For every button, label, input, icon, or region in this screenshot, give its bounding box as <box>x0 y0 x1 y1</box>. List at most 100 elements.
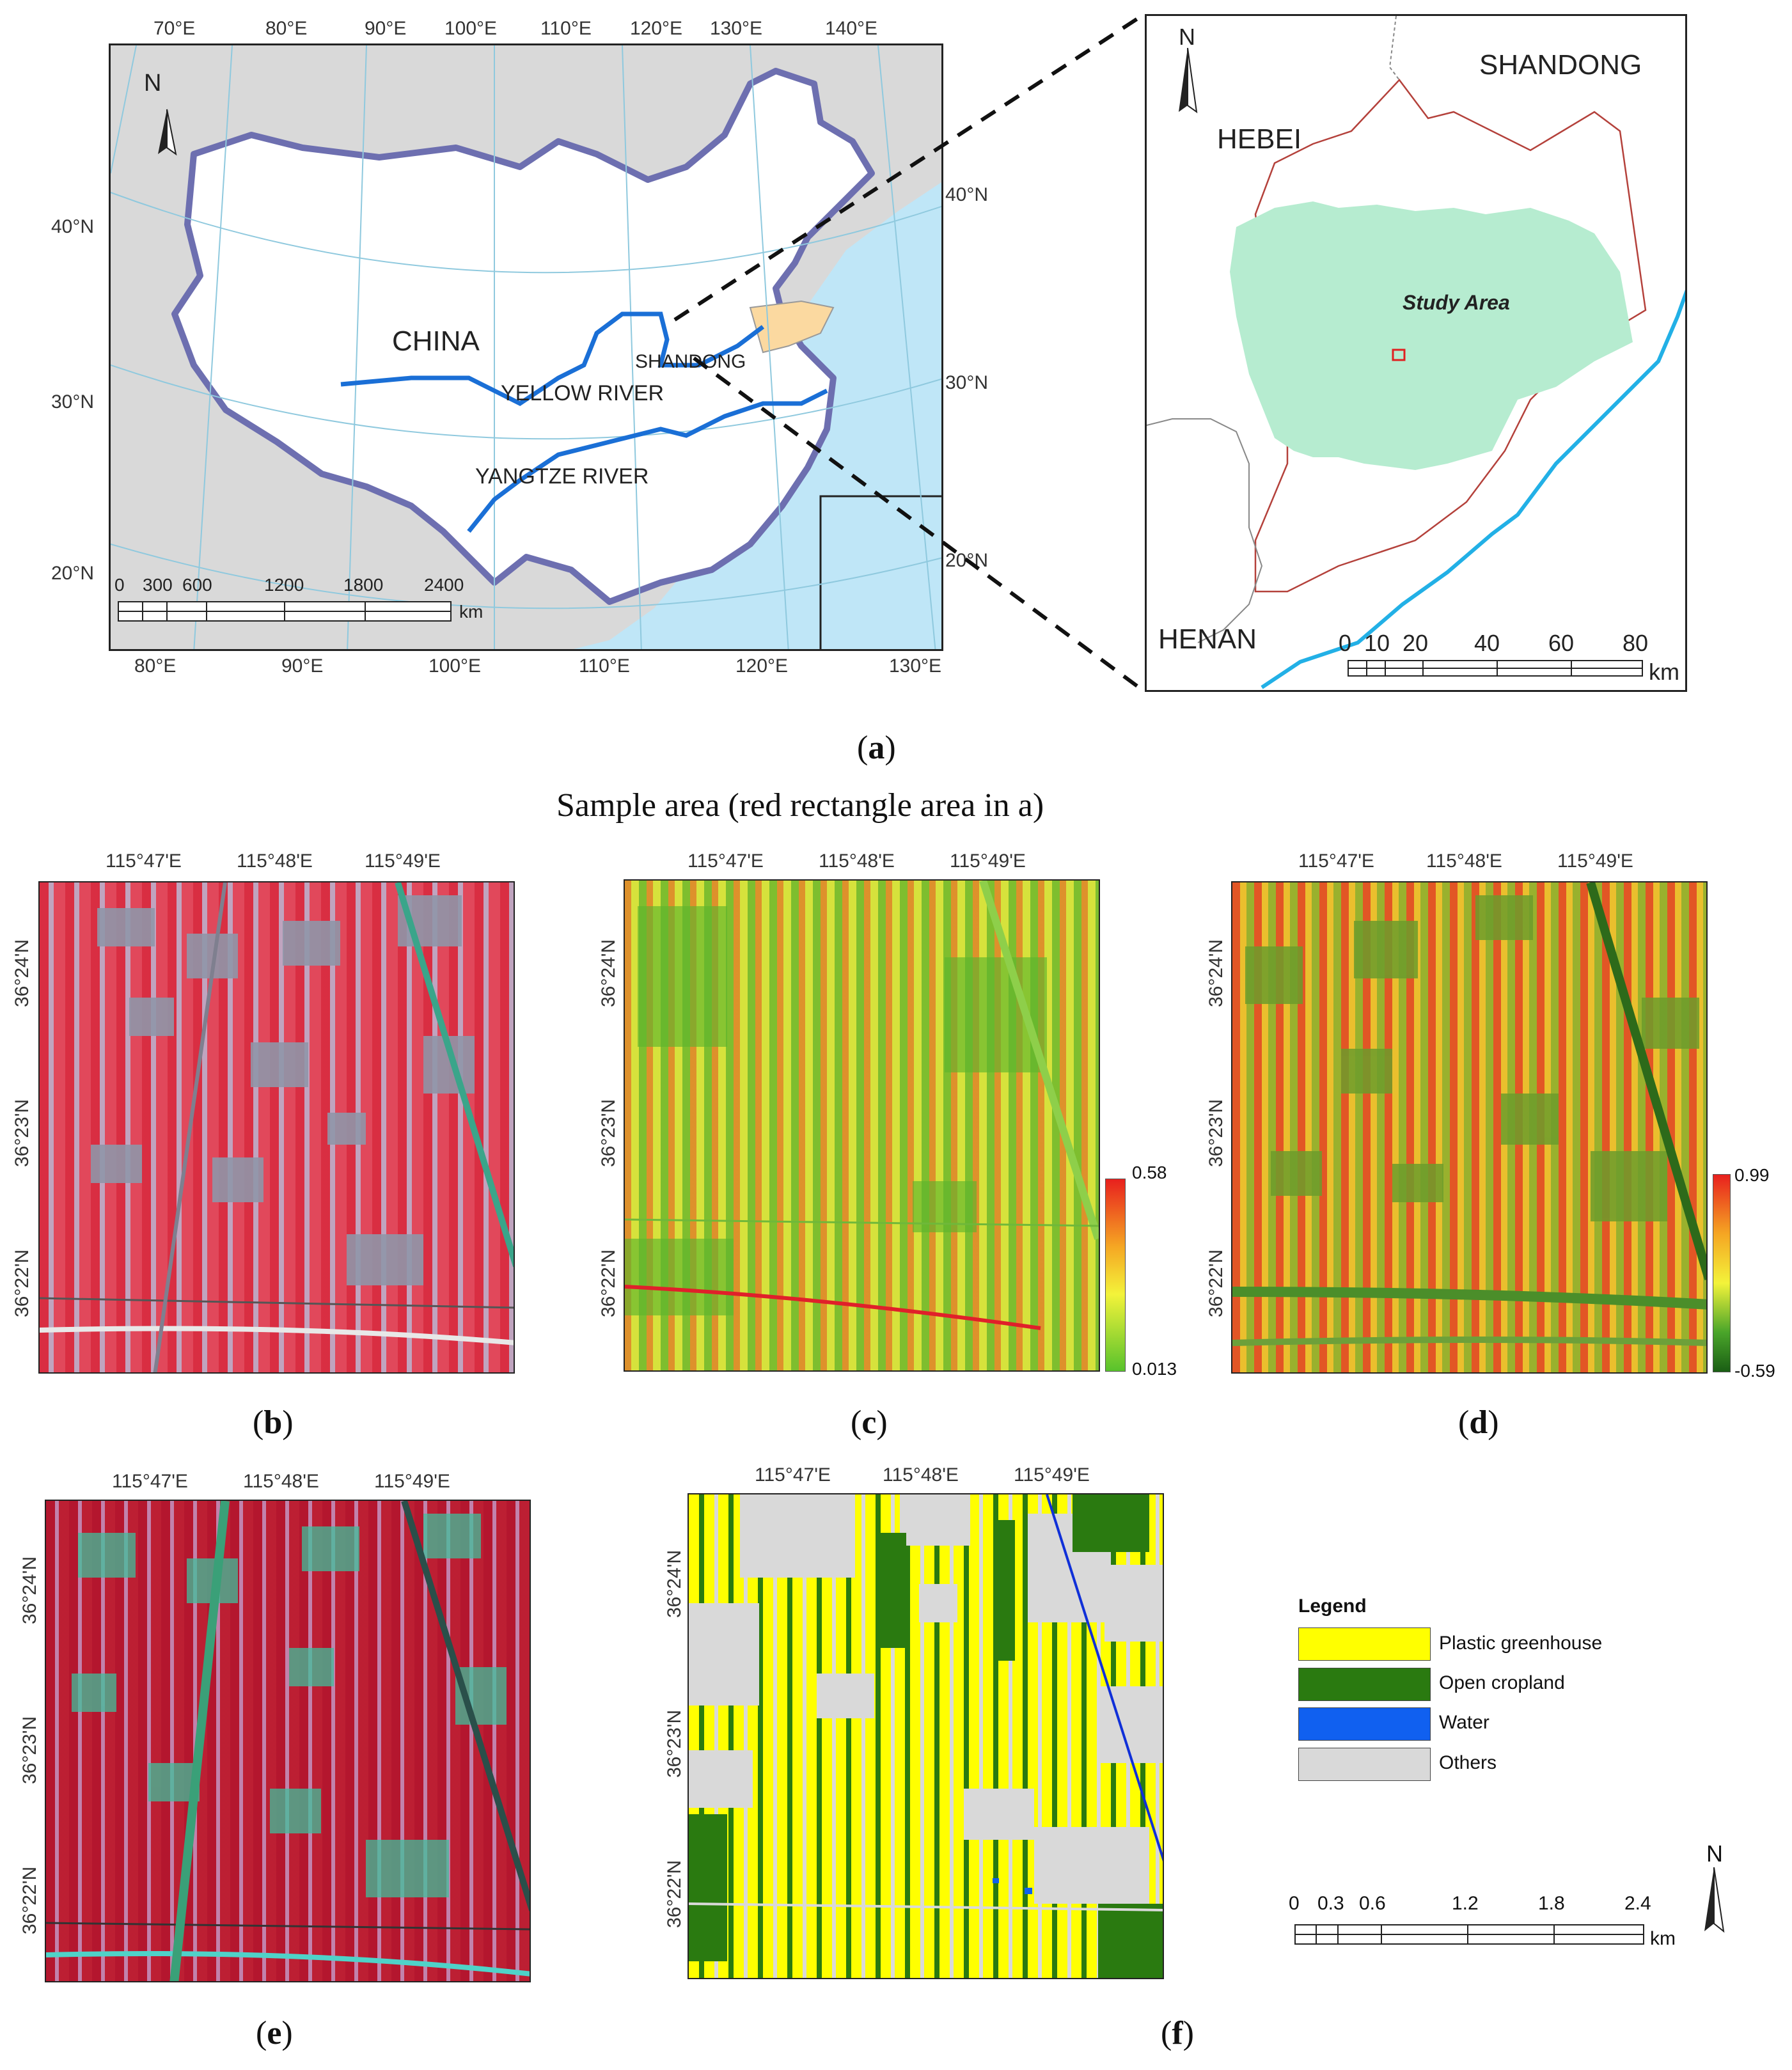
lon-tick-b: 115°47'E <box>106 851 182 872</box>
sample-north-label: N <box>1706 1840 1723 1867</box>
lon-tick-top: 120°E <box>630 18 683 39</box>
china-scale-tick: 0 <box>114 575 125 595</box>
lat-tick-d: 36°24'N <box>1206 939 1227 1007</box>
lon-tick-top: 130°E <box>710 18 763 39</box>
lon-tick-top: 80°E <box>265 18 308 39</box>
connector-lines <box>673 14 1143 691</box>
china-map-frame: N CHINA SHANDONG YELLOW RIVER YANGTZE RI… <box>109 43 943 651</box>
lon-tick-f: 115°49'E <box>1014 1464 1090 1486</box>
colorbar-d-min: -0.59 <box>1734 1361 1775 1381</box>
yellow-river-label: YELLOW RIVER <box>501 381 664 405</box>
lon-tick-b: 115°49'E <box>365 851 441 872</box>
sample-scale-tick: 1.2 <box>1452 1893 1479 1914</box>
lat-tick-c: 36°22'N <box>598 1249 619 1317</box>
lat-tick-left: 30°N <box>51 391 95 412</box>
lat-tick-b: 36°24'N <box>12 939 33 1007</box>
lat-tick-f: 36°23'N <box>664 1709 685 1778</box>
caption-a: (a) <box>857 730 896 766</box>
legend-title: Legend <box>1298 1596 1367 1617</box>
caption-f: (f) <box>1161 2015 1194 2051</box>
sample-scale-tick: 0.6 <box>1359 1893 1386 1914</box>
legend-label: Others <box>1439 1752 1497 1773</box>
lon-tick-top: 100°E <box>444 18 498 39</box>
legend-swatch-plastic-greenhouse <box>1298 1627 1431 1661</box>
caption-e: (e) <box>256 2015 293 2051</box>
lon-tick-e: 115°48'E <box>243 1471 319 1492</box>
colorbar-d <box>1713 1174 1731 1372</box>
china-scale-tick: 1800 <box>343 575 384 595</box>
lon-tick-bottom: 130°E <box>889 655 942 677</box>
lat-tick-c: 36°23'N <box>598 1099 619 1167</box>
lat-tick-d: 36°23'N <box>1206 1099 1227 1167</box>
inset-scale-tick: 10 <box>1364 630 1390 656</box>
caption-d: (d) <box>1458 1404 1499 1441</box>
lon-tick-bottom: 100°E <box>428 655 482 677</box>
lon-tick-f: 115°47'E <box>755 1464 831 1486</box>
lat-tick-left: 20°N <box>51 563 95 584</box>
china-scale-unit: km <box>459 602 483 622</box>
lon-tick-d: 115°48'E <box>1426 851 1502 872</box>
sample-area-title: Sample area (red rectangle area in a) <box>556 787 1044 824</box>
legend-swatch-others <box>1298 1748 1431 1781</box>
sample-scale-tick: 0 <box>1289 1893 1300 1914</box>
sample-scale-tick: 1.8 <box>1538 1893 1565 1914</box>
inset-north-label: N <box>1179 24 1195 50</box>
inset-scale-tick: 40 <box>1474 630 1500 656</box>
lat-tick-e: 36°23'N <box>19 1716 40 1784</box>
lat-tick-d: 36°22'N <box>1206 1249 1227 1317</box>
shandong-province-label: SHANDONG <box>1479 49 1642 81</box>
sample-scale-unit: km <box>1650 1928 1676 1949</box>
lon-tick-top: 90°E <box>365 18 407 39</box>
lat-tick-b: 36°23'N <box>12 1099 33 1167</box>
china-north-label: N <box>144 70 162 97</box>
legend-swatch-water <box>1298 1707 1431 1741</box>
panel-b-image <box>38 881 515 1374</box>
china-scale-tick: 300 <box>143 575 173 595</box>
lat-tick-f: 36°22'N <box>664 1860 685 1928</box>
china-scale-tick: 1200 <box>264 575 304 595</box>
yangtze-river-label: YANGTZE RIVER <box>475 464 649 489</box>
sample-scale-bar <box>1294 1924 1644 1945</box>
lon-tick-d: 115°47'E <box>1298 851 1374 872</box>
panel-f-image <box>688 1493 1164 1979</box>
lon-tick-f: 115°48'E <box>883 1464 959 1486</box>
lat-tick-right: 30°N <box>945 372 989 393</box>
china-scale-bar <box>118 601 452 622</box>
lon-tick-bottom: 120°E <box>735 655 789 677</box>
study-area-map-frame: N SHANDONG HEBEI HENAN Study Area 0 10 2… <box>1145 14 1687 692</box>
inset-scale-tick: 0 <box>1339 630 1352 656</box>
lat-tick-right: 40°N <box>945 184 989 205</box>
panel-e-image <box>45 1500 531 1982</box>
lon-tick-top: 140°E <box>825 18 878 39</box>
legend-label: Water <box>1439 1712 1489 1733</box>
lon-tick-bottom: 80°E <box>134 655 177 677</box>
lon-tick-top: 70°E <box>153 18 196 39</box>
lat-tick-left: 40°N <box>51 216 95 237</box>
lon-tick-bottom: 90°E <box>281 655 324 677</box>
china-label: CHINA <box>392 325 480 357</box>
lon-tick-c: 115°47'E <box>688 851 764 872</box>
lon-tick-d: 115°49'E <box>1557 851 1633 872</box>
study-area-graphic <box>1147 16 1685 689</box>
china-map-graphic <box>111 45 941 649</box>
inset-scale-tick: 20 <box>1403 630 1429 656</box>
study-area-label: Study Area <box>1403 291 1510 314</box>
caption-c: (c) <box>851 1404 888 1441</box>
legend-label: Open cropland <box>1439 1672 1565 1693</box>
study-area-scale-bar <box>1348 660 1643 677</box>
lon-tick-c: 115°48'E <box>819 851 895 872</box>
sample-scale-tick: 2.4 <box>1624 1893 1651 1914</box>
colorbar-c-min: 0.013 <box>1132 1359 1177 1379</box>
lat-tick-b: 36°22'N <box>12 1249 33 1317</box>
lat-tick-f: 36°24'N <box>664 1549 685 1618</box>
colorbar-d-max: 0.99 <box>1734 1165 1770 1185</box>
china-scale-tick: 2400 <box>424 575 464 595</box>
legend-swatch-open-cropland <box>1298 1668 1431 1701</box>
lat-tick-e: 36°24'N <box>19 1556 40 1624</box>
colorbar-c <box>1105 1179 1126 1372</box>
inset-scale-unit: km <box>1649 659 1679 685</box>
lon-tick-bottom: 110°E <box>579 655 630 677</box>
lon-tick-c: 115°49'E <box>950 851 1026 872</box>
lon-tick-b: 115°48'E <box>237 851 313 872</box>
colorbar-c-max: 0.58 <box>1132 1163 1167 1182</box>
